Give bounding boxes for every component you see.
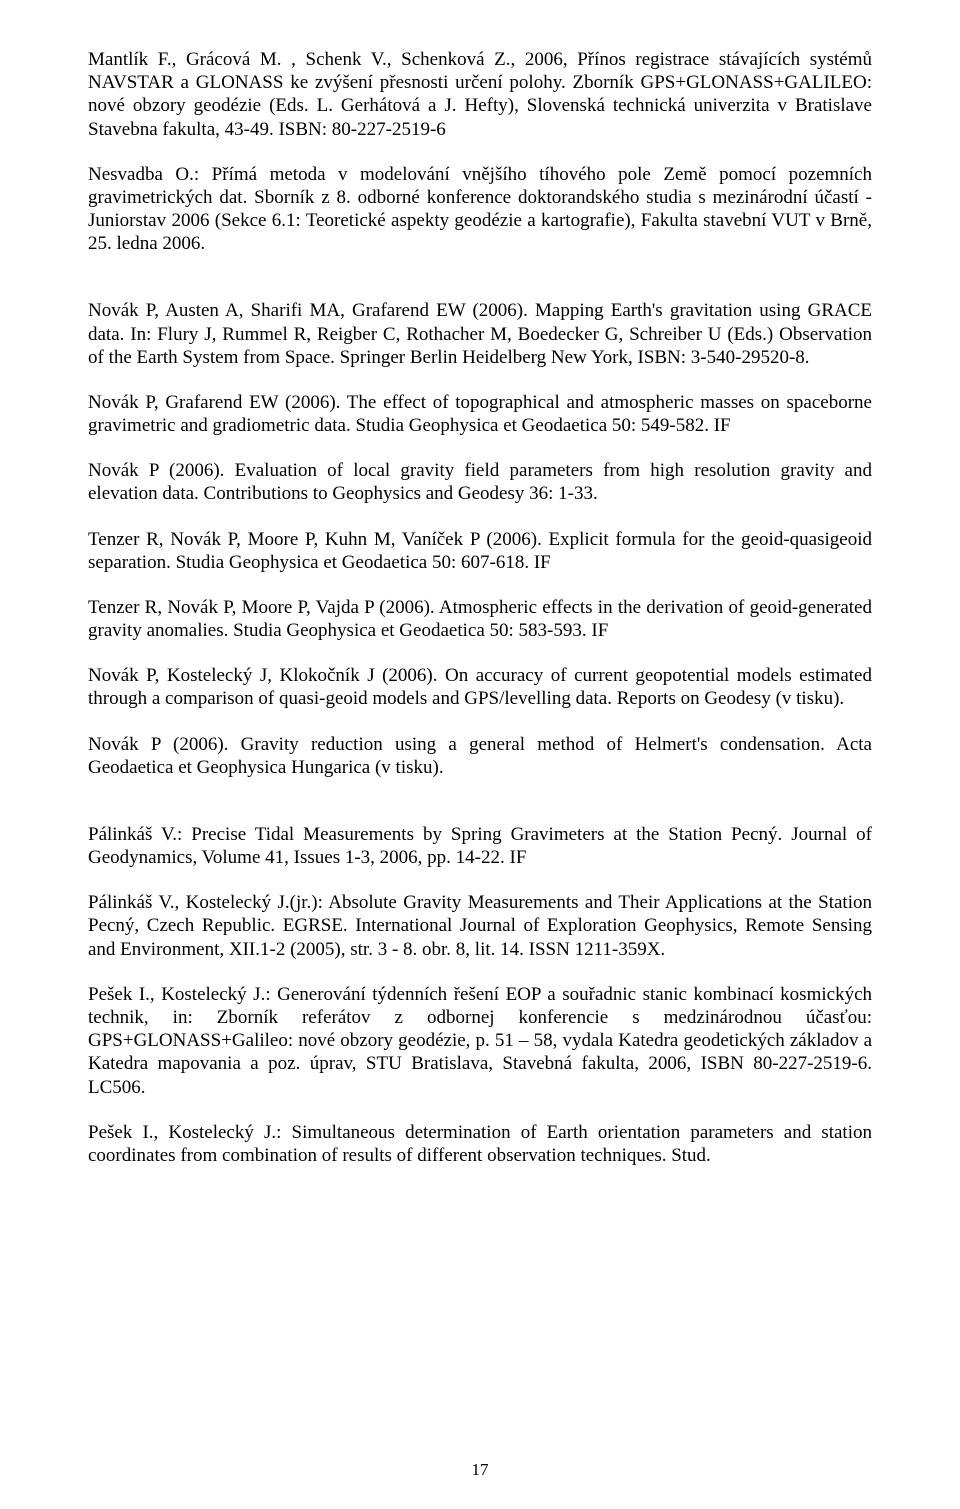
reference-paragraph: Tenzer R, Novák P, Moore P, Vajda P (200… <box>88 596 872 642</box>
reference-paragraph: Novák P (2006). Evaluation of local grav… <box>88 459 872 505</box>
reference-paragraph: Mantlík F., Grácová M. , Schenk V., Sche… <box>88 48 872 141</box>
reference-paragraph: Nesvadba O.: Přímá metoda v modelování v… <box>88 163 872 256</box>
document-page: Mantlík F., Grácová M. , Schenk V., Sche… <box>0 0 960 1509</box>
reference-paragraph: Pešek I., Kostelecký J.: Simultaneous de… <box>88 1121 872 1167</box>
reference-paragraph: Novák P, Kostelecký J, Klokočník J (2006… <box>88 664 872 710</box>
reference-paragraph: Pálinkáš V.: Precise Tidal Measurements … <box>88 823 872 869</box>
reference-paragraph: Pešek I., Kostelecký J.: Generování týde… <box>88 983 872 1099</box>
reference-paragraph: Novák P, Austen A, Sharifi MA, Grafarend… <box>88 299 872 369</box>
reference-paragraph: Pálinkáš V., Kostelecký J.(jr.): Absolut… <box>88 891 872 961</box>
reference-paragraph: Tenzer R, Novák P, Moore P, Kuhn M, Vaní… <box>88 528 872 574</box>
reference-paragraph: Novák P, Grafarend EW (2006). The effect… <box>88 391 872 437</box>
reference-paragraph: Novák P (2006). Gravity reduction using … <box>88 733 872 779</box>
page-number: 17 <box>0 1460 960 1481</box>
